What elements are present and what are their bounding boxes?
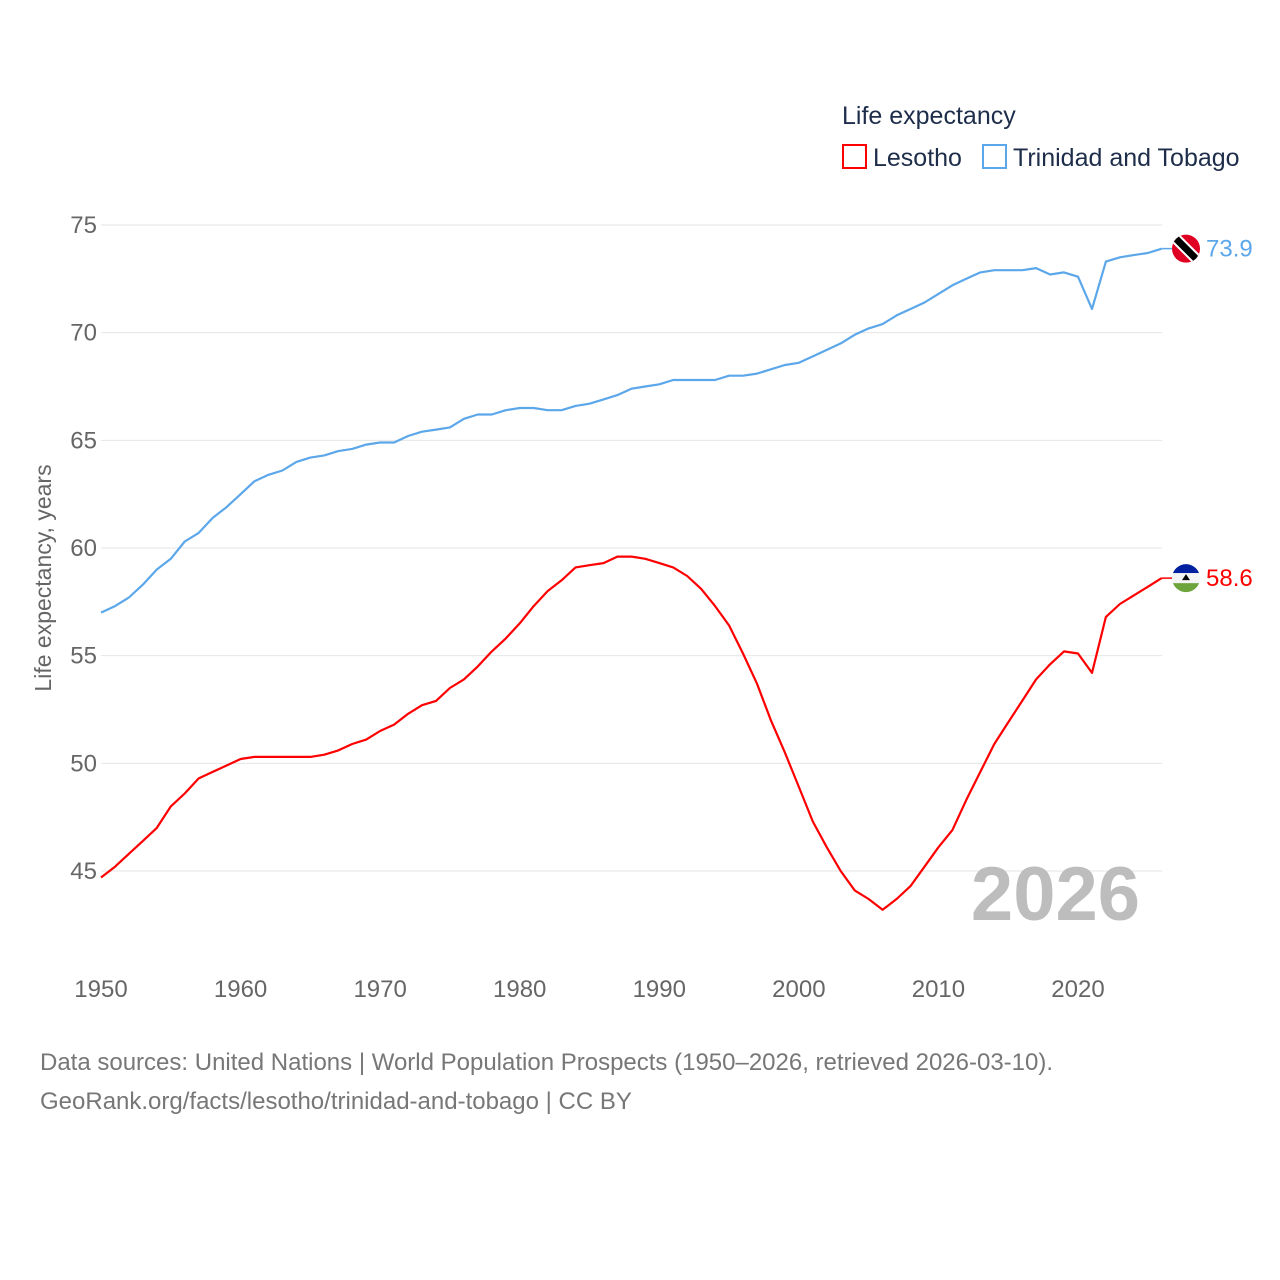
y-tick-label: 45: [70, 858, 97, 885]
legend-swatch-lesotho[interactable]: [842, 144, 867, 169]
gridlines: [101, 224, 1162, 872]
trinidad-flag-icon: [1172, 234, 1200, 263]
lesotho-flag-icon: [1172, 564, 1200, 593]
legend-label-trinidad[interactable]: Trinidad and Tobago: [1013, 144, 1240, 172]
x-tick-label: 2010: [912, 976, 965, 1003]
x-tick-label: 1970: [353, 976, 406, 1003]
x-tick-label: 1990: [633, 976, 686, 1003]
legend: Life expectancy Lesotho Trinidad and Tob…: [842, 102, 1240, 172]
y-axis-label: Life expectancy, years: [30, 464, 56, 691]
current-year-watermark: 2026: [971, 852, 1140, 937]
y-tick-label: 65: [70, 427, 97, 454]
x-tick-label: 1980: [493, 976, 546, 1003]
end-label-trinidad: 73.9: [1206, 236, 1253, 263]
legend-label-lesotho[interactable]: Lesotho: [873, 144, 962, 172]
y-tick-label: 50: [70, 750, 97, 777]
x-tick-label: 1960: [214, 976, 267, 1003]
y-tick-label: 70: [70, 320, 97, 347]
source-link[interactable]: GeoRank.org/facts/lesotho/trinidad-and-t…: [40, 1088, 632, 1115]
series-lines: [100, 247, 1180, 911]
series-line-lesotho: [100, 555, 1163, 911]
data-sources-text: Data sources: United Nations | World Pop…: [40, 1049, 1054, 1076]
y-tick-label: 75: [70, 212, 97, 239]
x-tick-label: 1950: [74, 976, 127, 1003]
series-line-trinidad: [100, 247, 1163, 614]
x-tick-label: 2020: [1051, 976, 1104, 1003]
end-label-lesotho: 58.6: [1206, 565, 1253, 592]
y-tick-label: 60: [70, 535, 97, 562]
y-tick-label: 55: [70, 643, 97, 670]
legend-title: Life expectancy: [842, 102, 1016, 130]
y-axis-ticks: 45 50 55 60 65 70 75: [70, 212, 97, 885]
x-axis-ticks: 1950 1960 1970 1980 1990 2000 2010 2020: [74, 976, 1104, 1003]
x-tick-label: 2000: [772, 976, 825, 1003]
footer: Data sources: United Nations | World Pop…: [40, 1043, 1053, 1121]
legend-swatch-trinidad[interactable]: [982, 144, 1007, 169]
